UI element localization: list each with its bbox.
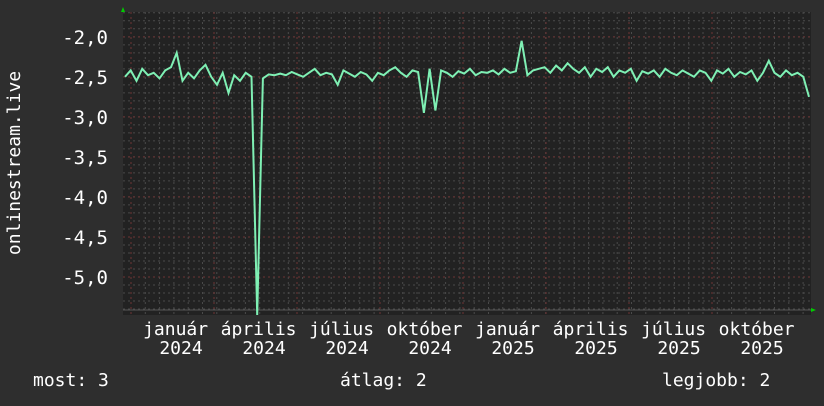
x-tick-label: április 2025 xyxy=(553,319,640,359)
x-tick-year: 2024 xyxy=(325,338,368,359)
x-tick-month: április xyxy=(221,319,308,340)
y-tick-label: -3,5 xyxy=(62,147,108,169)
x-tick-month: július xyxy=(309,319,385,340)
y-tick-label: -3,0 xyxy=(62,107,108,129)
y-axis-label: onlinestream.live xyxy=(4,71,25,255)
x-tick-label: január 2025 xyxy=(475,319,551,359)
x-tick-year: 2025 xyxy=(740,338,783,359)
plot-area xyxy=(123,12,811,315)
y-axis: -2,0 -2,5 -3,0 -3,5 -4,0 -4,5 -5,0 xyxy=(62,27,108,289)
y-tick-label: -4,5 xyxy=(62,227,108,249)
x-tick-month: július xyxy=(641,319,717,340)
x-tick-month: október xyxy=(387,319,474,340)
x-tick-year: 2024 xyxy=(242,338,285,359)
x-axis-arrow-icon xyxy=(811,308,816,312)
y-tick-label: -5,0 xyxy=(62,267,108,289)
legend-current: most: 3 xyxy=(33,370,109,391)
y-axis-arrow-icon xyxy=(121,7,125,12)
grid xyxy=(123,12,811,315)
y-tick-label: -2,5 xyxy=(62,67,108,89)
x-tick-label: október 2024 xyxy=(387,319,474,359)
x-tick-year: 2025 xyxy=(491,338,534,359)
x-tick-year: 2025 xyxy=(657,338,700,359)
series-line xyxy=(124,40,810,316)
y-tick-label: -2,0 xyxy=(62,27,108,49)
x-tick-label: január 2024 xyxy=(143,319,219,359)
y-tick-label: -4,0 xyxy=(62,187,108,209)
x-tick-month: október xyxy=(719,319,806,340)
legend-best: legjobb: 2 xyxy=(662,370,770,391)
x-tick-month: január xyxy=(143,319,219,340)
x-tick-label: július 2025 xyxy=(641,319,717,359)
x-tick-label: július 2024 xyxy=(309,319,385,359)
x-tick-year: 2025 xyxy=(574,338,617,359)
x-tick-year: 2024 xyxy=(408,338,451,359)
x-tick-label: október 2025 xyxy=(719,319,806,359)
x-tick-year: 2024 xyxy=(159,338,202,359)
x-tick-month: április xyxy=(553,319,640,340)
legend-average: átlag: 2 xyxy=(340,370,427,391)
x-tick-label: április 2024 xyxy=(221,319,308,359)
x-tick-month: január xyxy=(475,319,551,340)
